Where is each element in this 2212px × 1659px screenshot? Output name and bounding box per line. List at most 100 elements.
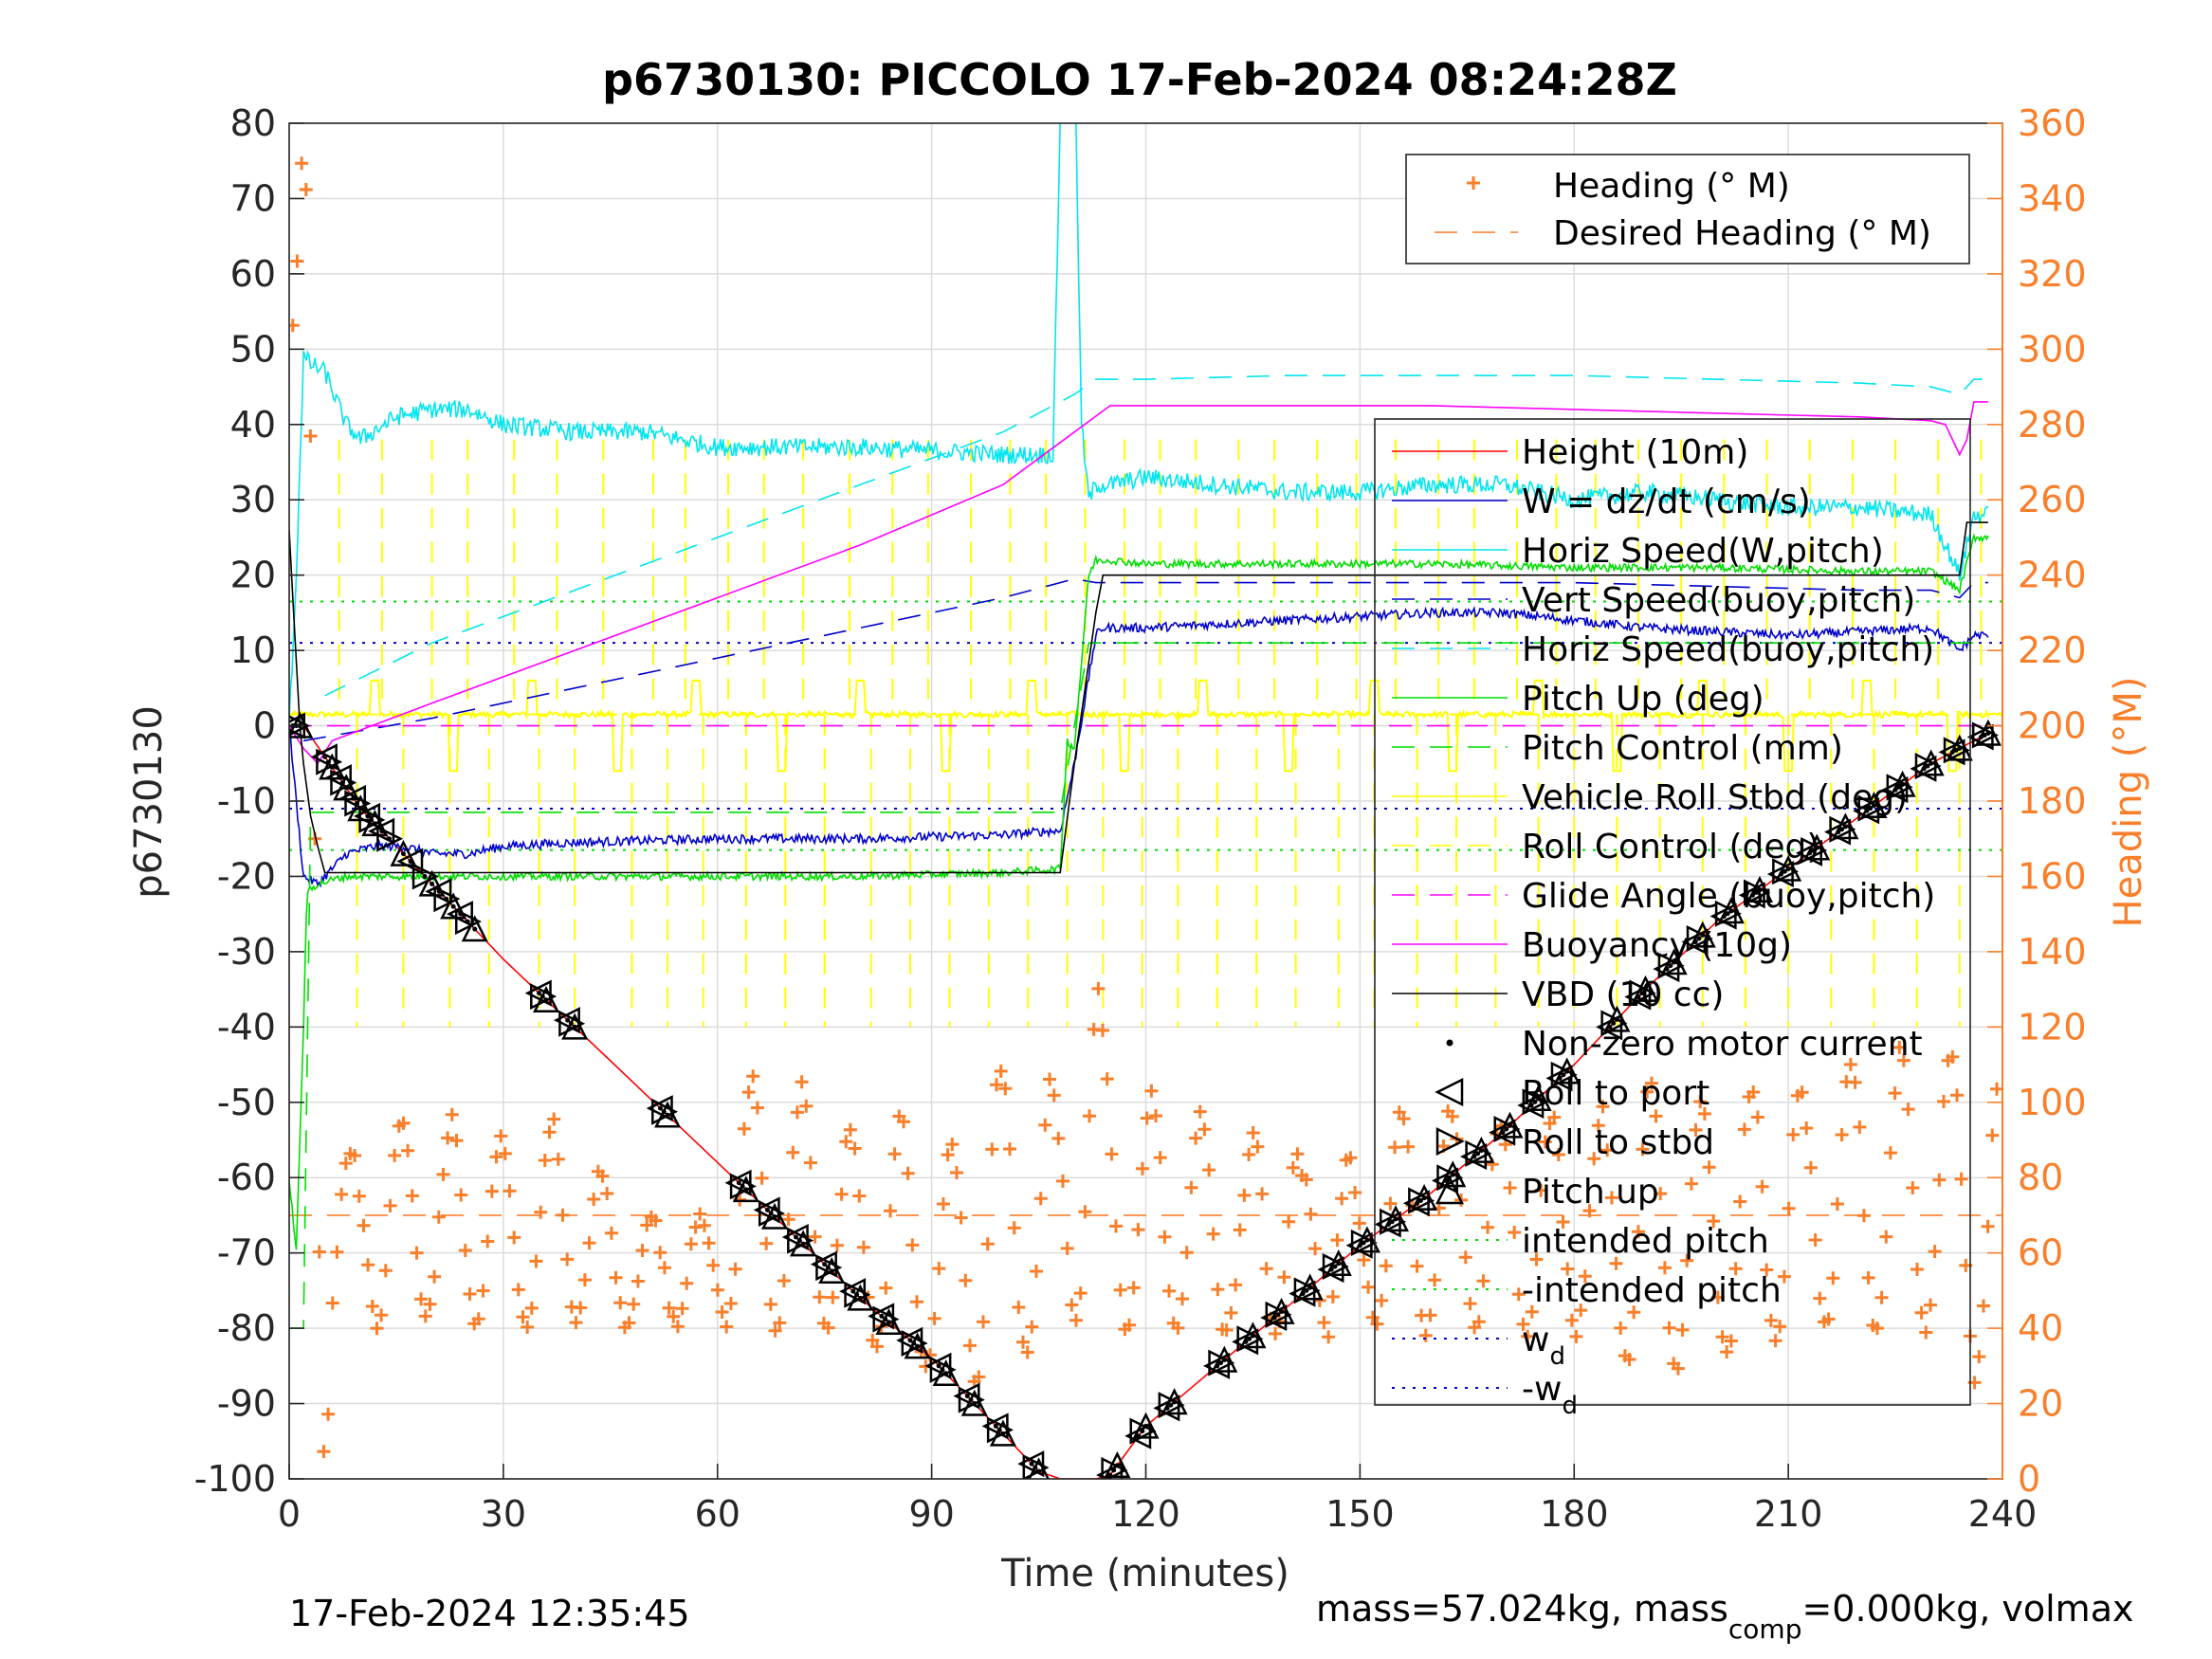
y-tick-label-right: 140 — [2018, 931, 2087, 973]
heading-marker — [1304, 1207, 1318, 1221]
legend-label: Roll Control (deg) — [1522, 828, 1819, 866]
motor-dot — [1611, 1020, 1617, 1026]
heading-marker — [834, 1187, 849, 1201]
y-tick-label-left: -100 — [194, 1458, 276, 1500]
motor-marker — [1603, 1005, 1631, 1032]
heading-marker — [1016, 1335, 1030, 1349]
heading-marker — [773, 1316, 787, 1330]
motor-dot — [857, 1295, 863, 1301]
heading-marker — [317, 1445, 331, 1459]
legend-heading: Heading (° M) Desired Heading (° M) — [1405, 154, 1970, 264]
heading-marker — [937, 1197, 950, 1211]
motor-dot — [1700, 932, 1706, 938]
motor-marker — [844, 1281, 871, 1308]
motor-dot — [422, 873, 428, 879]
motor-marker — [411, 863, 439, 890]
motor-marker — [440, 892, 467, 920]
motor-dot — [1614, 1016, 1619, 1022]
x-tick-label: 0 — [278, 1493, 301, 1535]
heading-marker — [476, 1284, 490, 1298]
motor-dot — [1168, 1402, 1174, 1408]
heading-marker — [1582, 1204, 1597, 1218]
motor-marker — [1468, 1136, 1495, 1163]
heading-marker — [1733, 1194, 1747, 1209]
legend-symbol — [1446, 1039, 1453, 1047]
heading-marker — [436, 1167, 450, 1181]
heading-marker — [1596, 1100, 1610, 1114]
chart-title: p6730130: PICCOLO 17-Feb-2024 08:24:28Z — [602, 54, 1677, 105]
motor-dot — [1036, 1468, 1042, 1474]
motor-marker — [1211, 1345, 1238, 1373]
motor-marker — [533, 985, 560, 1012]
motor-dot — [1672, 959, 1677, 965]
heading-marker — [790, 1105, 804, 1120]
heading-marker — [1728, 1262, 1743, 1276]
heading-marker — [1786, 1127, 1801, 1141]
heading-marker — [1888, 1086, 1902, 1101]
motor-dot — [1985, 731, 1991, 736]
motor-marker — [872, 1305, 900, 1333]
heading-marker — [1906, 1181, 1920, 1194]
heading-marker — [401, 1143, 415, 1158]
motor-dot — [850, 1288, 856, 1294]
heading-marker — [1242, 1147, 1256, 1161]
motor-dot — [1728, 908, 1734, 914]
motor-dot — [964, 1394, 970, 1399]
heading-marker — [1750, 1110, 1764, 1124]
heading-marker — [1591, 1119, 1605, 1133]
heading-marker — [1149, 1109, 1162, 1122]
legend-label: Roll to stbd — [1522, 1123, 1714, 1162]
motor-marker — [1889, 770, 1916, 797]
motor-dot — [386, 836, 392, 842]
x-tick-label: 90 — [908, 1493, 954, 1535]
motor-marker — [953, 1382, 980, 1410]
heading-marker — [569, 1316, 583, 1330]
motor-marker — [1161, 1388, 1188, 1415]
heading-marker — [1892, 1040, 1907, 1054]
heading-marker — [649, 1213, 663, 1228]
heading-marker — [777, 1274, 791, 1287]
motor-marker — [1860, 791, 1888, 819]
heading-marker — [600, 1187, 614, 1200]
y-tick-label-left: 10 — [230, 629, 276, 671]
heading-marker — [781, 1212, 795, 1227]
heading-marker — [945, 1138, 960, 1152]
motor-dot — [1336, 1261, 1342, 1267]
motor-marker — [1746, 875, 1774, 902]
heading-marker — [759, 1236, 774, 1250]
y-tick-label-right: 80 — [2018, 1157, 2063, 1198]
heading-marker — [289, 319, 300, 333]
legend-main: Height (10m) W = dz/dt (cm/s) Horiz Speed(… — [1374, 418, 1971, 1420]
motor-dot — [1140, 1429, 1145, 1434]
motor-marker — [1268, 1297, 1295, 1324]
motor-marker — [646, 1095, 673, 1122]
motor-marker — [361, 810, 389, 837]
heading-marker — [1946, 1049, 1960, 1064]
heading-marker — [1516, 1317, 1530, 1331]
heading-marker — [1206, 1227, 1220, 1241]
heading-marker — [613, 1296, 628, 1310]
y-tick-label-left: -30 — [217, 931, 276, 973]
heading-marker — [1773, 1320, 1787, 1334]
heading-marker — [1587, 1152, 1601, 1166]
heading-marker — [803, 1156, 817, 1170]
heading-marker — [640, 1218, 654, 1232]
heading-marker — [1937, 1095, 1950, 1108]
heading-marker — [1299, 1173, 1313, 1187]
motor-dot — [822, 1262, 828, 1267]
heading-marker — [338, 1157, 353, 1171]
motor-marker — [790, 1230, 817, 1257]
heading-marker — [980, 1237, 995, 1251]
heading-marker — [1282, 1214, 1296, 1229]
y-tick-label-left: -40 — [217, 1006, 276, 1048]
heading-marker — [428, 1269, 442, 1284]
heading-marker — [1472, 1315, 1486, 1329]
y-tick-label-left: -60 — [217, 1157, 276, 1198]
heading-marker — [1144, 1084, 1159, 1098]
legend-heading-box — [1405, 154, 1970, 264]
motor-dot — [1536, 1096, 1542, 1102]
heading-marker — [1972, 1350, 1986, 1364]
heading-marker — [821, 1321, 835, 1335]
legend-heading-label: Desired Heading (° M) — [1553, 214, 1931, 253]
heading-marker — [321, 1407, 336, 1421]
